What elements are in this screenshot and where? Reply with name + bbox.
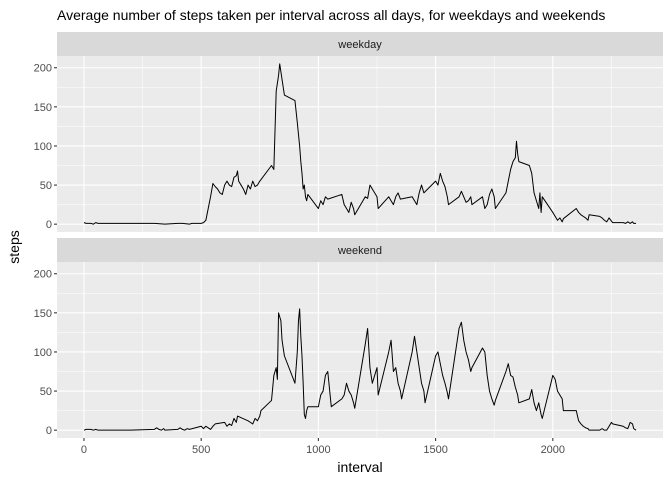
y-tick-label: 200 — [34, 269, 52, 281]
panel-weekend — [57, 262, 663, 438]
x-tick-label: 2000 — [541, 444, 565, 456]
y-axis-title: steps — [6, 230, 22, 263]
y-axis-weekend: 0 50 100 150 200 — [34, 269, 57, 437]
y-tick-label: 100 — [34, 347, 52, 359]
x-axis-title: interval — [337, 459, 382, 475]
gridlines-weekday — [57, 56, 663, 232]
facet-strip-weekday — [57, 32, 663, 56]
y-tick-label: 200 — [34, 63, 52, 75]
facet-weekend: weekend 0 50 100 150 200 — [34, 238, 663, 438]
x-axis: 0 500 1000 1500 2000 — [81, 438, 565, 456]
series-line-weekday — [83, 63, 637, 225]
y-tick-label: 100 — [34, 141, 52, 153]
panel-weekday — [57, 56, 663, 232]
x-tick-label: 1000 — [306, 444, 330, 456]
x-tick-label: 500 — [192, 444, 210, 456]
series-line-weekend — [83, 308, 637, 431]
y-axis-weekday: 0 50 100 150 200 — [34, 63, 57, 231]
y-tick-label: 150 — [34, 308, 52, 320]
facet-weekday: weekday 0 50 100 150 200 — [34, 32, 663, 232]
x-tick-label: 1500 — [423, 444, 447, 456]
chart-title: Average number of steps taken per interv… — [57, 7, 605, 23]
y-tick-label: 150 — [34, 102, 52, 114]
y-tick-label: 0 — [46, 219, 52, 231]
x-tick-label: 0 — [81, 444, 87, 456]
facet-strip-label-weekend: weekend — [337, 245, 382, 257]
y-tick-label: 50 — [40, 180, 52, 192]
gridlines-weekend — [57, 262, 663, 438]
facet-strip-label-weekday: weekday — [337, 39, 382, 51]
y-tick-label: 0 — [46, 425, 52, 437]
facet-strip-weekend — [57, 238, 663, 262]
y-tick-label: 50 — [40, 386, 52, 398]
